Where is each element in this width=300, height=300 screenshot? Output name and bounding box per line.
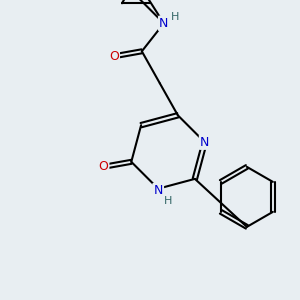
Text: N: N [200,136,209,149]
Text: N: N [154,184,163,197]
Text: O: O [109,50,119,63]
Text: N: N [159,17,169,30]
Text: H: H [171,12,179,22]
Text: H: H [164,196,172,206]
Text: O: O [98,160,108,173]
